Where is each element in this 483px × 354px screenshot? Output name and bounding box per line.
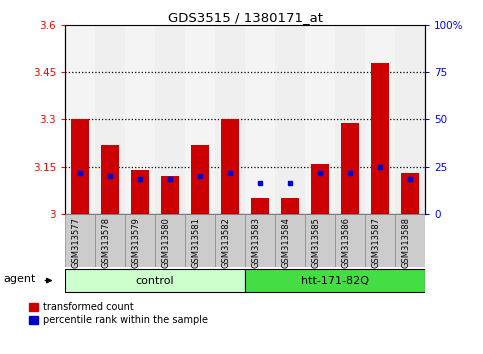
FancyBboxPatch shape xyxy=(245,214,275,267)
Bar xyxy=(125,25,155,214)
FancyBboxPatch shape xyxy=(65,269,245,292)
Text: GSM313578: GSM313578 xyxy=(101,217,110,268)
Bar xyxy=(71,120,89,214)
Bar xyxy=(401,173,419,214)
Text: GSM313579: GSM313579 xyxy=(131,217,140,268)
Bar xyxy=(65,25,95,214)
FancyBboxPatch shape xyxy=(245,269,425,292)
Text: GSM313582: GSM313582 xyxy=(221,217,230,268)
Bar xyxy=(335,25,365,214)
Bar xyxy=(185,25,215,214)
Text: GSM313584: GSM313584 xyxy=(281,217,290,268)
FancyBboxPatch shape xyxy=(335,214,365,267)
Text: GSM313581: GSM313581 xyxy=(191,217,200,268)
Text: GSM313577: GSM313577 xyxy=(71,217,80,268)
FancyBboxPatch shape xyxy=(155,214,185,267)
Bar xyxy=(341,122,359,214)
FancyBboxPatch shape xyxy=(185,214,215,267)
FancyBboxPatch shape xyxy=(65,214,95,267)
Bar xyxy=(95,25,125,214)
Bar xyxy=(311,164,329,214)
Bar xyxy=(221,120,239,214)
Text: GSM313588: GSM313588 xyxy=(401,217,410,268)
Bar xyxy=(395,25,425,214)
Bar xyxy=(161,176,179,214)
Bar xyxy=(365,25,395,214)
Bar xyxy=(281,198,299,214)
Bar xyxy=(101,145,119,214)
Bar xyxy=(245,25,275,214)
Title: GDS3515 / 1380171_at: GDS3515 / 1380171_at xyxy=(168,11,323,24)
Text: GSM313583: GSM313583 xyxy=(251,217,260,268)
Bar xyxy=(131,170,149,214)
FancyBboxPatch shape xyxy=(125,214,155,267)
Text: GSM313585: GSM313585 xyxy=(311,217,320,268)
FancyBboxPatch shape xyxy=(365,214,395,267)
Text: GSM313586: GSM313586 xyxy=(341,217,350,268)
Text: agent: agent xyxy=(3,274,36,284)
Bar xyxy=(155,25,185,214)
Text: control: control xyxy=(136,275,174,286)
FancyBboxPatch shape xyxy=(215,214,245,267)
FancyBboxPatch shape xyxy=(95,214,125,267)
Bar xyxy=(191,145,209,214)
Bar xyxy=(251,198,269,214)
Bar xyxy=(215,25,245,214)
Bar xyxy=(305,25,335,214)
Text: htt-171-82Q: htt-171-82Q xyxy=(301,275,369,286)
FancyBboxPatch shape xyxy=(275,214,305,267)
FancyBboxPatch shape xyxy=(305,214,335,267)
Text: GSM313580: GSM313580 xyxy=(161,217,170,268)
Bar xyxy=(275,25,305,214)
FancyBboxPatch shape xyxy=(395,214,425,267)
Legend: transformed count, percentile rank within the sample: transformed count, percentile rank withi… xyxy=(29,302,208,325)
Bar xyxy=(371,63,389,214)
Text: GSM313587: GSM313587 xyxy=(371,217,380,268)
